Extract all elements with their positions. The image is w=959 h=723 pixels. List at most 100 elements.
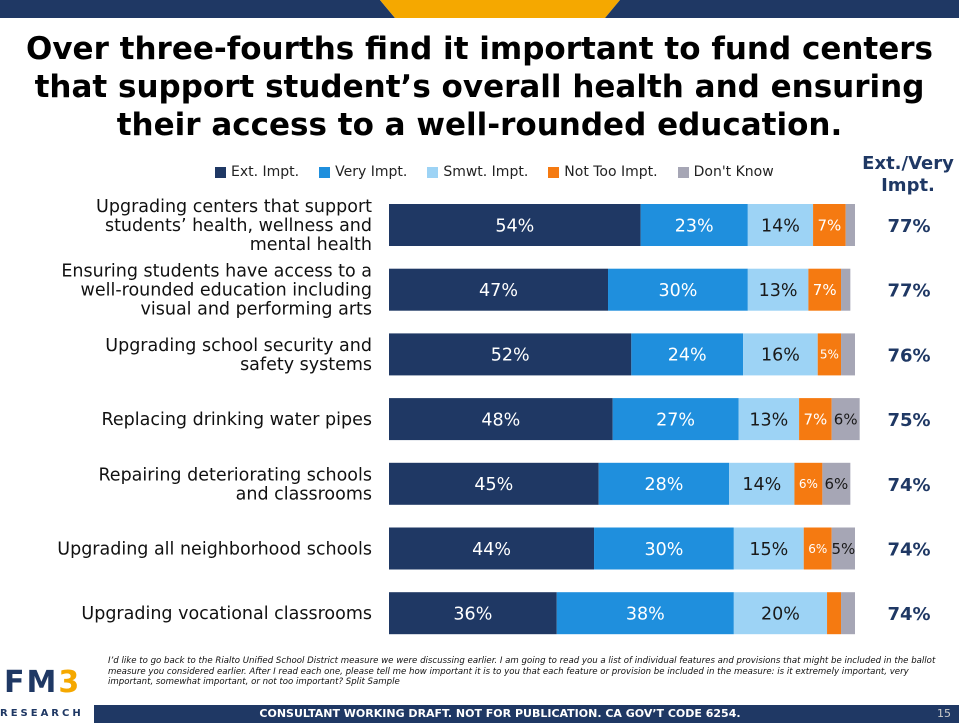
total-label: 77% [887, 281, 930, 302]
category-label: Upgrading centers that support students’ … [96, 197, 372, 255]
data-label: 6% [799, 477, 818, 491]
bar-segment [729, 462, 795, 505]
bar-segment [841, 268, 851, 311]
bar-segment [389, 204, 641, 246]
logo-subtext: RESEARCH [0, 705, 94, 723]
bar-segment [733, 592, 828, 635]
data-label: 5% [820, 348, 839, 362]
bar-segment [831, 398, 860, 441]
legend-label: Very Impt. [335, 164, 408, 180]
bar-segment [608, 268, 748, 311]
bar-segment [799, 398, 832, 441]
legend-item-1: Very Impt. [319, 164, 407, 180]
data-label: 13% [759, 281, 798, 301]
chart-legend: Ext. Impt. Very Impt. Smwt. Impt. Not Too I… [215, 162, 855, 182]
bar-segment [743, 333, 818, 376]
bar-segment [747, 204, 814, 246]
bar-segment [747, 268, 809, 311]
fm3-logo: FM3 [4, 667, 98, 717]
data-label: 13% [749, 410, 788, 430]
bar-segment [598, 462, 730, 505]
bar-segment [817, 333, 842, 376]
category-label: Replacing drinking water pipes [102, 410, 372, 430]
category-label: Repairing deteriorating schools and class… [98, 465, 372, 504]
bar-segment [594, 527, 734, 570]
data-label: 30% [644, 540, 683, 560]
footer-disclaimer: CONSULTANT WORKING DRAFT. NOT FOR PUBLIC… [259, 707, 741, 720]
data-label: 20% [761, 605, 800, 625]
legend-label: Smwt. Impt. [443, 164, 529, 180]
category-label: Upgrading school security and safety syst… [105, 336, 372, 375]
data-label: 6% [834, 411, 858, 429]
legend-swatch [427, 166, 439, 178]
data-label: 16% [761, 346, 800, 366]
bar-segment [794, 462, 823, 505]
data-label: 47% [479, 281, 518, 301]
bar-segment [389, 527, 595, 570]
data-label: 15% [749, 540, 788, 560]
bar-segment [813, 204, 846, 246]
category-label: Ensuring students have access to a well-r… [61, 262, 372, 320]
legend-swatch [677, 166, 689, 178]
bar-segment [808, 268, 842, 311]
legend-item-0: Ext. Impt. [215, 164, 299, 180]
bar-segment [640, 204, 748, 246]
bar-segment [803, 527, 832, 570]
data-label: 24% [668, 346, 707, 366]
legend-item-3: Not Too Impt. [548, 164, 658, 180]
data-label: 23% [675, 216, 714, 236]
data-label: 14% [761, 216, 800, 236]
data-label: 28% [644, 475, 683, 495]
data-label: 14% [742, 475, 781, 495]
bar-segment [556, 592, 734, 635]
data-label: 44% [472, 540, 511, 560]
bar-segment [822, 462, 851, 505]
stacked-bar-chart: Upgrading centers that support students’ … [57, 197, 931, 635]
data-label: 5% [831, 540, 855, 558]
data-label: 6% [824, 475, 848, 493]
bar-segment [389, 333, 632, 376]
bar-segment [612, 398, 739, 441]
bar-segment [827, 592, 842, 635]
data-label: 27% [656, 410, 695, 430]
total-label: 75% [887, 410, 930, 431]
bar-segment [845, 204, 855, 246]
bar-segment [733, 527, 804, 570]
bar-segment [389, 398, 613, 441]
bar-segment [738, 398, 800, 441]
data-label: 7% [803, 411, 827, 429]
data-label: 54% [495, 216, 534, 236]
legend-label: Ext. Impt. [231, 164, 300, 180]
total-label: 74% [887, 540, 930, 561]
logo-text: FM [4, 665, 59, 700]
bar-segment [841, 592, 855, 635]
bar-segment [389, 592, 557, 635]
data-label: 52% [491, 346, 530, 366]
legend-swatch [215, 166, 226, 178]
bar-segment [841, 333, 855, 376]
category-label: Upgrading all neighborhood schools [57, 540, 372, 560]
bar-segment [389, 462, 599, 505]
legend-label: Not Too Impt. [564, 164, 658, 180]
data-label: 45% [474, 475, 513, 495]
survey-question-footnote: I’d like to go back to the Rialto Unifie… [108, 656, 936, 687]
data-label: 7% [813, 281, 837, 299]
slide-title: Over three-fourths find it important to … [26, 31, 933, 143]
data-label: 38% [626, 605, 665, 625]
footer-bar [0, 705, 959, 723]
total-label: 76% [887, 345, 930, 366]
legend-item-2: Smwt. Impt. [427, 164, 528, 180]
total-label: 74% [887, 604, 930, 625]
logo-number: 3 [58, 665, 82, 700]
data-label: 36% [453, 605, 492, 625]
data-label: 30% [658, 281, 697, 301]
bar-segment [831, 527, 855, 570]
legend-item-4: Don't Know [677, 164, 774, 180]
total-label: 77% [887, 216, 930, 237]
total-column-header: Ext./Very Impt. [862, 153, 954, 196]
data-label: 6% [808, 542, 827, 556]
legend-label: Don't Know [693, 164, 774, 180]
data-label: 7% [817, 216, 841, 234]
top-accent-bar [0, 0, 959, 18]
category-label: Upgrading vocational classrooms [81, 604, 372, 624]
